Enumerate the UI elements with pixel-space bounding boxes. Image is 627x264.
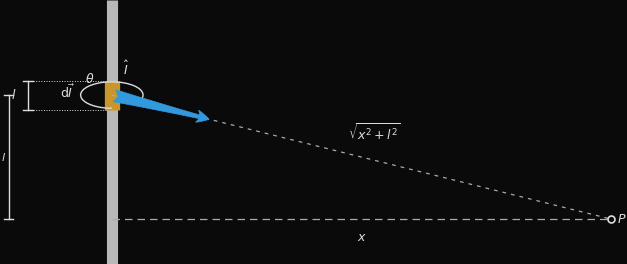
Text: $l$: $l$ (1, 151, 6, 163)
Text: $\hat{I}$: $\hat{I}$ (123, 60, 129, 78)
Text: $\theta$: $\theta$ (85, 72, 95, 86)
Text: $x$: $x$ (357, 231, 366, 244)
Text: $\sqrt{x^2+l^2}$: $\sqrt{x^2+l^2}$ (347, 123, 400, 144)
Text: P: P (618, 213, 625, 226)
Text: $l$: $l$ (11, 88, 16, 102)
Text: d$\vec{I}$: d$\vec{I}$ (60, 84, 76, 101)
